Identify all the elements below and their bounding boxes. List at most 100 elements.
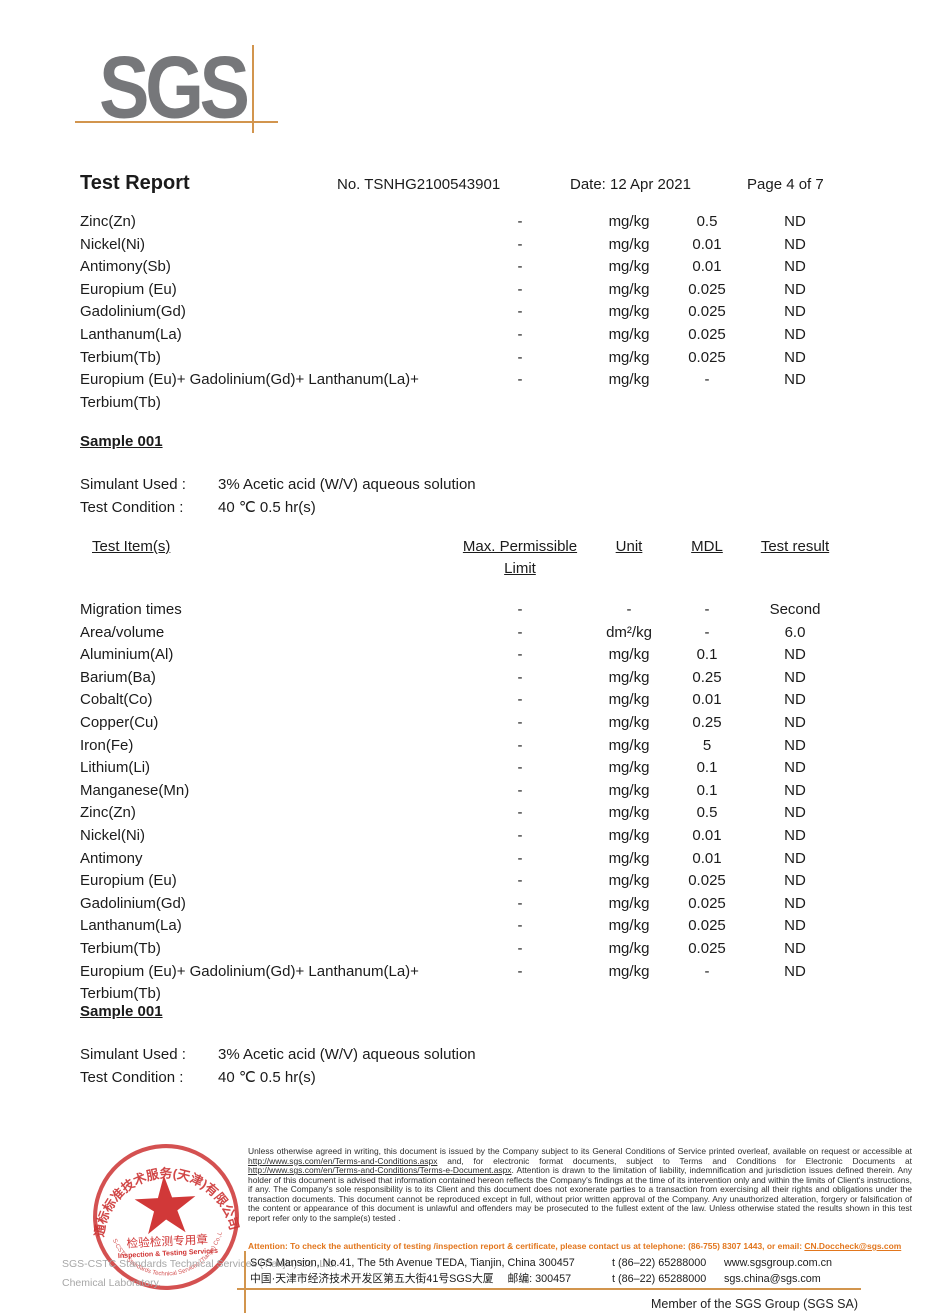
limit-cell: - bbox=[517, 917, 523, 935]
result-cell: ND bbox=[784, 258, 806, 276]
member-of-sgs-group: Member of the SGS Group (SGS SA) bbox=[650, 1297, 858, 1311]
legal-text-3: . Attention is drawn to the limitation o… bbox=[248, 1165, 912, 1223]
test-item-cell: Europium (Eu) bbox=[80, 872, 177, 890]
header-max-permissible-limit: Max. Permissible Limit bbox=[462, 538, 578, 577]
table-row: Antimony - mg/kg 0.01 ND bbox=[80, 848, 850, 871]
result-cell: ND bbox=[784, 348, 806, 366]
email-link[interactable]: sgs.china@sgs.com bbox=[724, 1272, 821, 1285]
result-cell: ND bbox=[784, 213, 806, 230]
unit-cell: mg/kg bbox=[608, 939, 650, 957]
table-row: Copper(Cu) - mg/kg 0.25 ND bbox=[80, 712, 850, 735]
limit-cell: - bbox=[517, 713, 523, 731]
table-row: Gadolinium(Gd) - mg/kg 0.025 ND bbox=[80, 301, 850, 324]
terms-link[interactable]: http://www.sgs.com/en/Terms-and-Conditio… bbox=[248, 1155, 438, 1166]
mdl-cell: 0.025 bbox=[688, 325, 726, 343]
condition-label: Test Condition : bbox=[80, 499, 184, 516]
mdl-cell: 0.025 bbox=[688, 894, 726, 912]
table-row: Europium (Eu)+ Gadolinium(Gd)+ Lanthanum… bbox=[80, 961, 850, 1006]
stamp-center-chinese: 检验检测专用章 bbox=[126, 1232, 208, 1250]
logo-crosshair-vertical bbox=[252, 45, 254, 133]
test-item-cell: Terbium(Tb) bbox=[80, 348, 161, 366]
unit-cell: mg/kg bbox=[608, 826, 650, 844]
result-cell: ND bbox=[784, 713, 806, 731]
unit-cell: mg/kg bbox=[608, 646, 650, 664]
mdl-cell: 5 bbox=[702, 736, 712, 754]
unit-cell: mg/kg bbox=[608, 962, 650, 980]
sample-heading: Sample 001 bbox=[80, 1003, 163, 1020]
results-table-body: Migration times - - - Second Area/volume… bbox=[80, 599, 850, 1006]
header-unit: Unit bbox=[615, 538, 643, 555]
terms-e-document-link[interactable]: http://www.sgs.com/en/Terms-and-Conditio… bbox=[248, 1165, 512, 1176]
unit-cell: mg/kg bbox=[608, 713, 650, 731]
mdl-cell: - bbox=[704, 623, 710, 641]
limit-cell: - bbox=[517, 623, 523, 641]
unit-cell: mg/kg bbox=[608, 759, 650, 777]
condition-label: Test Condition : bbox=[80, 1069, 184, 1086]
sample-section-1: Sample 001 Simulant Used : 3% Acetic aci… bbox=[80, 430, 780, 519]
result-cell: ND bbox=[784, 804, 806, 822]
limit-cell: - bbox=[517, 962, 523, 980]
table-row: Lanthanum(La) - mg/kg 0.025 ND bbox=[80, 324, 850, 347]
unit-cell: mg/kg bbox=[608, 325, 650, 343]
unit-cell: - bbox=[626, 601, 632, 618]
doccheck-email-link[interactable]: CN.Doccheck@sgs.com bbox=[804, 1241, 902, 1251]
limit-cell: - bbox=[517, 371, 523, 389]
mdl-cell: - bbox=[704, 962, 710, 980]
limit-cell: - bbox=[517, 213, 523, 230]
simulant-value: 3% Acetic acid (W/V) aqueous solution bbox=[218, 476, 476, 493]
unit-cell: mg/kg bbox=[608, 348, 650, 366]
report-number: No. TSNHG2100543901 bbox=[337, 176, 501, 193]
laboratory-name: SGS-CSTC Standards Technical Services (T… bbox=[62, 1255, 337, 1292]
limit-cell: - bbox=[517, 258, 523, 276]
legal-text-2: and, for electronic format documents, su… bbox=[437, 1155, 912, 1166]
page-title: Test Report bbox=[80, 172, 190, 194]
result-cell: ND bbox=[784, 781, 806, 799]
mdl-cell: 0.25 bbox=[692, 668, 722, 686]
limit-cell: - bbox=[517, 894, 523, 912]
simulant-label: Simulant Used : bbox=[80, 1046, 186, 1063]
test-item-cell: Barium(Ba) bbox=[80, 668, 156, 686]
result-cell: ND bbox=[784, 894, 806, 912]
unit-cell: mg/kg bbox=[608, 849, 650, 867]
unit-cell: mg/kg bbox=[608, 917, 650, 935]
table-row: Manganese(Mn) - mg/kg 0.1 ND bbox=[80, 780, 850, 803]
limit-cell: - bbox=[517, 736, 523, 754]
limit-cell: - bbox=[517, 759, 523, 777]
table-row: Nickel(Ni) - mg/kg 0.01 ND bbox=[80, 234, 850, 257]
table-row: Europium (Eu) - mg/kg 0.025 ND bbox=[80, 870, 850, 893]
postcode: 邮编: 300457 bbox=[507, 1272, 572, 1285]
result-cell: ND bbox=[784, 691, 806, 709]
mdl-cell: 0.5 bbox=[696, 804, 718, 822]
sgs-logo-text: SGS bbox=[99, 38, 250, 137]
result-cell: ND bbox=[784, 759, 806, 777]
mdl-cell: 0.01 bbox=[692, 826, 722, 844]
limit-cell: - bbox=[517, 668, 523, 686]
condition-value: 40 ℃ 0.5 hr(s) bbox=[218, 1069, 316, 1086]
result-cell: ND bbox=[784, 668, 806, 686]
table-row: Terbium(Tb) - mg/kg 0.025 ND bbox=[80, 938, 850, 961]
legal-disclaimer: Unless otherwise agreed in writing, this… bbox=[248, 1146, 912, 1223]
result-cell: ND bbox=[784, 917, 806, 935]
unit-cell: mg/kg bbox=[608, 894, 650, 912]
test-item-cell: Lanthanum(La) bbox=[80, 917, 182, 935]
website-link[interactable]: www.sgsgroup.com.cn bbox=[724, 1257, 833, 1269]
result-cell: ND bbox=[784, 325, 806, 343]
mdl-cell: 0.01 bbox=[692, 849, 722, 867]
results-table-header: Test Item(s) Max. Permissible Limit Unit… bbox=[80, 536, 850, 579]
table-row: Europium (Eu) - mg/kg 0.025 ND bbox=[80, 279, 850, 302]
logo-crosshair-horizontal bbox=[75, 121, 278, 123]
results-table: Test Item(s) Max. Permissible Limit Unit… bbox=[80, 536, 850, 1006]
limit-cell: - bbox=[517, 849, 523, 867]
test-item-cell: Lithium(Li) bbox=[80, 759, 151, 777]
unit-cell: mg/kg bbox=[608, 280, 650, 298]
simulant-row: Simulant Used : 3% Acetic acid (W/V) aqu… bbox=[80, 473, 780, 496]
limit-cell: - bbox=[517, 939, 523, 957]
limit-cell: - bbox=[517, 826, 523, 844]
limit-cell: - bbox=[517, 601, 523, 618]
report-date: Date: 12 Apr 2021 bbox=[570, 176, 691, 193]
sample-heading: Sample 001 bbox=[80, 433, 163, 450]
footer-divider-horizontal bbox=[237, 1288, 861, 1290]
stamp-star-icon bbox=[134, 1175, 196, 1235]
table-row: Lanthanum(La) - mg/kg 0.025 ND bbox=[80, 915, 850, 938]
